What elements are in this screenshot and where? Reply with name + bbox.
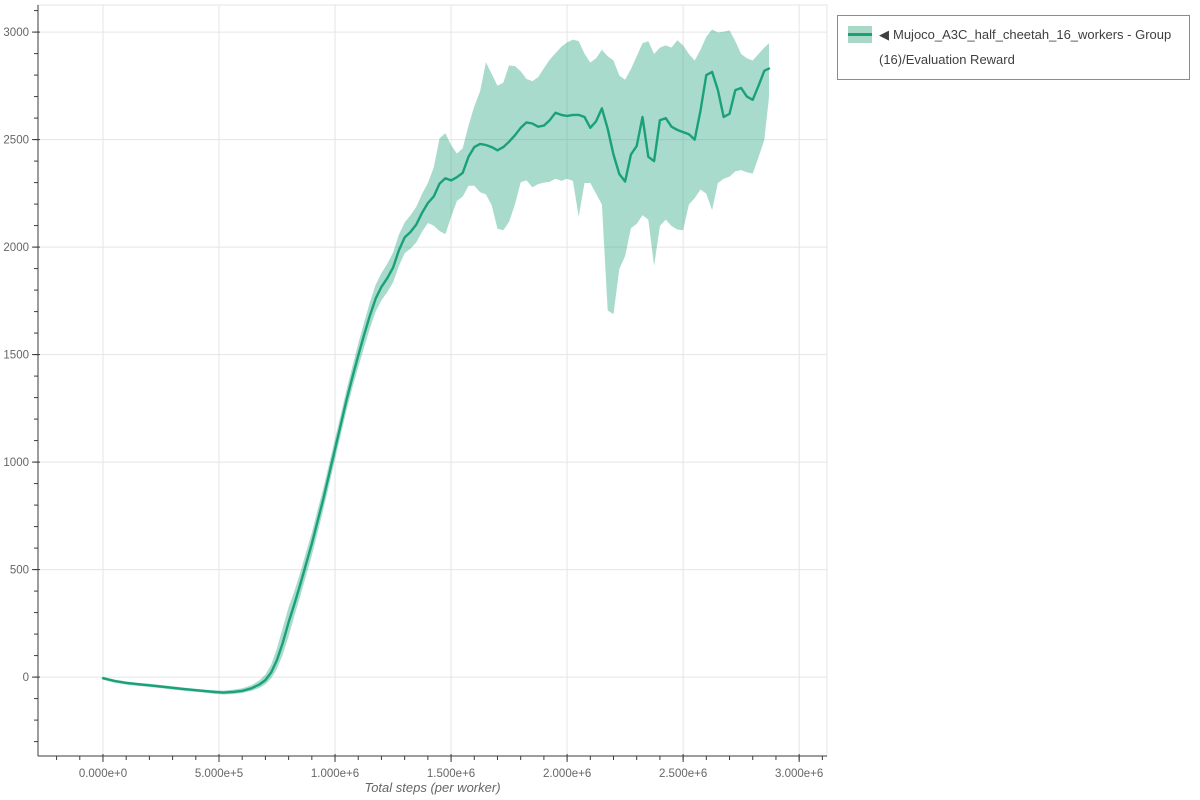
y-tick-label: 1000 bbox=[3, 457, 29, 469]
grid-lines bbox=[38, 5, 827, 756]
x-tick-label: 0.000e+0 bbox=[79, 768, 127, 780]
x-axis-title: Total steps (per worker) bbox=[364, 780, 500, 795]
y-tick-label: 2500 bbox=[3, 135, 29, 147]
x-tick-label: 2.000e+6 bbox=[543, 768, 591, 780]
legend-marker-icon: ◀ bbox=[879, 27, 889, 42]
axes bbox=[32, 5, 827, 762]
legend-label: Mujoco_A3C_half_cheetah_16_workers - Gro… bbox=[879, 27, 1172, 67]
legend-swatch-line-icon bbox=[848, 33, 872, 36]
y-tick-label: 0 bbox=[23, 672, 29, 684]
x-tick-label: 2.500e+6 bbox=[659, 768, 707, 780]
x-tick-label: 5.000e+5 bbox=[195, 768, 243, 780]
y-tick-label: 1500 bbox=[3, 350, 29, 362]
y-tick-label: 3000 bbox=[3, 27, 29, 39]
legend-entry-text: ◀ Mujoco_A3C_half_cheetah_16_workers - Gr… bbox=[879, 22, 1179, 72]
x-tick-label: 3.000e+6 bbox=[775, 768, 823, 780]
legend[interactable]: ◀ Mujoco_A3C_half_cheetah_16_workers - Gr… bbox=[837, 15, 1190, 80]
y-tick-label: 2000 bbox=[3, 242, 29, 254]
tick-labels: 0 500 1000 1500 2000 2500 3000 0.000e+0 5.000e+5… bbox=[3, 27, 823, 780]
x-tick-label: 1.000e+6 bbox=[311, 768, 359, 780]
y-tick-label: 500 bbox=[10, 565, 29, 577]
legend-swatch-band-icon bbox=[848, 26, 872, 43]
confidence-band bbox=[103, 29, 769, 695]
mean-line bbox=[101, 67, 771, 694]
legend-item[interactable]: ◀ Mujoco_A3C_half_cheetah_16_workers - Gr… bbox=[848, 22, 1179, 72]
x-tick-label: 1.500e+6 bbox=[427, 768, 475, 780]
